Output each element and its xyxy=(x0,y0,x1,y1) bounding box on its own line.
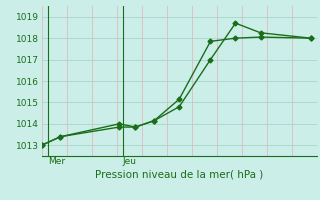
X-axis label: Pression niveau de la mer( hPa ): Pression niveau de la mer( hPa ) xyxy=(95,169,263,179)
